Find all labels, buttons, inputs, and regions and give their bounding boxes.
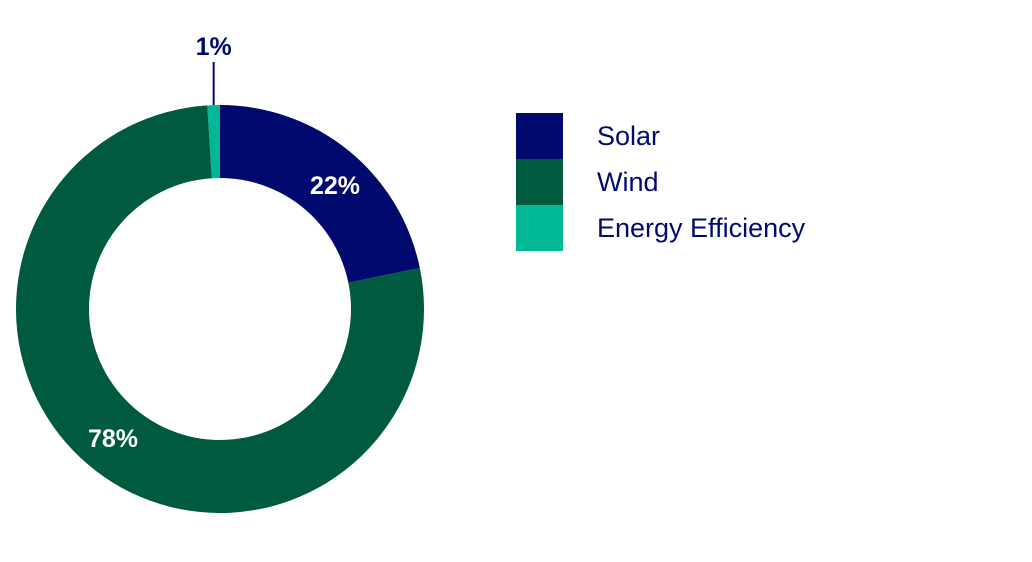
slice-label-wind: 78% bbox=[88, 425, 138, 453]
chart-legend: Solar Wind Energy Efficiency bbox=[516, 113, 806, 251]
slice-label-solar: 22% bbox=[310, 172, 360, 200]
slice-energy-efficiency bbox=[207, 105, 220, 179]
slice-wind bbox=[16, 105, 424, 513]
legend-swatch-energy-efficiency bbox=[516, 205, 563, 251]
legend-label-energy-efficiency: Energy Efficiency bbox=[597, 213, 806, 243]
slice-labels: 22% 78% 1% bbox=[88, 33, 360, 453]
legend-swatch-solar bbox=[516, 113, 563, 159]
slice-label-energy-efficiency: 1% bbox=[196, 33, 232, 61]
legend-label-solar: Solar bbox=[597, 121, 660, 151]
legend-swatch-wind bbox=[516, 159, 563, 205]
slice-solar bbox=[220, 105, 420, 283]
donut-slices bbox=[16, 105, 424, 513]
legend-label-wind: Wind bbox=[597, 167, 659, 197]
